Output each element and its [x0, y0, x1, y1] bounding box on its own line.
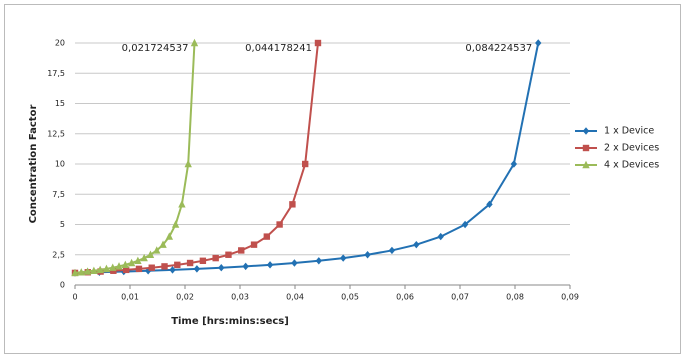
x-tick-label: 0,04 — [286, 293, 304, 302]
x-tick-label: 0,08 — [506, 293, 524, 302]
x-axis-title: Time [hrs:mins:secs] — [171, 316, 289, 327]
marker — [535, 39, 542, 47]
chart-border — [4, 4, 681, 354]
marker — [437, 232, 444, 241]
y-tick-label: 20 — [55, 39, 65, 48]
marker — [102, 264, 111, 273]
marker — [263, 233, 271, 240]
marker — [218, 264, 225, 272]
x-tick-label: 0,06 — [396, 293, 414, 302]
marker — [184, 159, 192, 168]
y-tick-label: 12,5 — [47, 129, 65, 138]
marker — [193, 265, 201, 273]
marker — [250, 241, 258, 248]
marker — [339, 254, 347, 262]
y-tick-label: 2,5 — [52, 250, 65, 259]
marker — [289, 201, 296, 208]
marker — [225, 251, 232, 258]
marker — [127, 258, 136, 267]
x-tick-label: 0,07 — [451, 293, 469, 302]
y-tick-label: 15 — [55, 99, 65, 108]
marker — [77, 268, 85, 276]
x-tick-label: 0 — [72, 293, 77, 302]
marker — [186, 259, 194, 267]
marker — [146, 250, 155, 258]
marker — [190, 38, 199, 47]
marker — [140, 253, 148, 262]
x-tick-label: 0,09 — [561, 293, 579, 302]
marker — [174, 261, 181, 269]
annotation: 0,021724537 — [122, 43, 189, 54]
legend-marker — [582, 160, 590, 169]
marker — [71, 268, 79, 277]
marker — [199, 257, 207, 264]
x-tick-label: 0,02 — [176, 293, 194, 302]
marker — [242, 262, 249, 271]
marker — [165, 232, 174, 240]
y-axis-title: Concentration Factor — [28, 105, 39, 224]
y-tick-label: 17,5 — [47, 69, 65, 78]
legend-text: 4 x Devices — [604, 160, 659, 171]
annotation: 0,084224537 — [465, 43, 532, 54]
marker — [148, 264, 155, 271]
marker — [510, 160, 518, 168]
marker — [159, 240, 167, 248]
marker — [90, 266, 98, 274]
marker — [96, 265, 104, 274]
marker — [266, 261, 274, 269]
y-tick-label: 0 — [60, 281, 65, 290]
marker — [115, 262, 123, 270]
marker — [364, 251, 371, 259]
marker — [135, 265, 143, 273]
marker — [486, 200, 493, 209]
marker — [314, 39, 322, 47]
marker — [301, 160, 309, 168]
marker — [291, 259, 298, 267]
marker — [413, 240, 420, 249]
legend-marker — [582, 127, 590, 135]
marker — [276, 221, 283, 228]
legend-text: 2 x Devices — [604, 143, 659, 154]
annotation: 0,044178241 — [245, 43, 312, 54]
x-tick-label: 0,03 — [231, 293, 249, 302]
marker — [153, 246, 161, 254]
marker — [315, 257, 323, 265]
marker — [109, 263, 117, 271]
marker — [161, 263, 168, 270]
marker — [122, 266, 130, 274]
marker — [171, 220, 180, 228]
marker — [178, 200, 186, 208]
x-tick-label: 0,01 — [121, 293, 139, 302]
x-tick-label: 0,05 — [341, 293, 359, 302]
marker — [121, 260, 130, 269]
legend-marker — [582, 144, 590, 152]
y-tick-label: 5 — [60, 220, 65, 229]
y-tick-label: 10 — [55, 160, 65, 169]
legend-text: 1 x Device — [604, 126, 654, 137]
y-tick-label: 7,5 — [52, 190, 65, 199]
marker — [212, 254, 219, 262]
marker — [134, 256, 142, 264]
marker — [238, 247, 245, 254]
marker — [461, 220, 469, 229]
marker — [388, 246, 396, 255]
marker — [83, 267, 92, 275]
